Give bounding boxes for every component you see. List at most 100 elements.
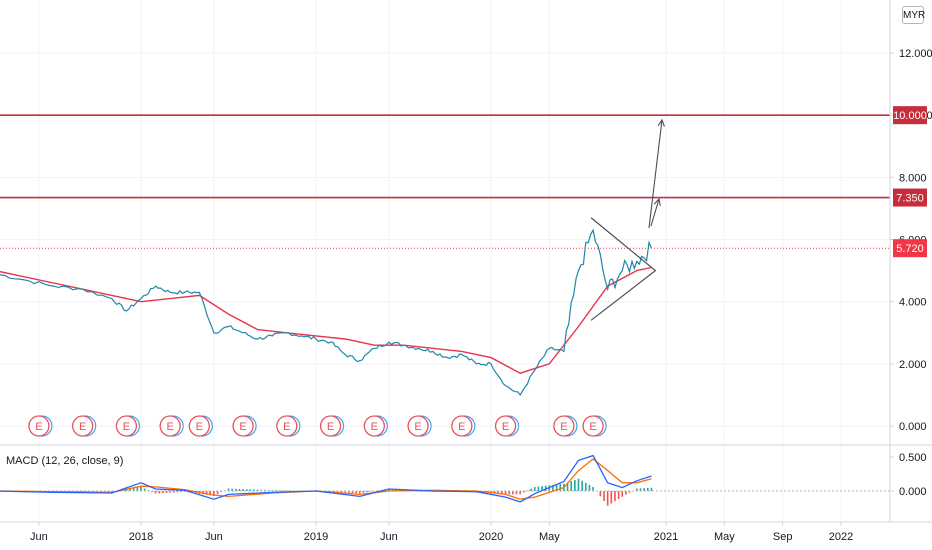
macd-histogram-bar <box>606 491 609 506</box>
last-price-badge-bg[interactable] <box>893 239 927 258</box>
macd-histogram-bar <box>388 488 390 491</box>
macd-histogram-bar <box>173 491 175 493</box>
macd-histogram-bar <box>264 489 266 491</box>
earnings-circle <box>115 415 138 437</box>
macd-histogram-bar <box>504 491 507 495</box>
earnings-label: E <box>79 421 86 433</box>
macd-histogram-bar <box>574 479 576 491</box>
macd-histogram-bar <box>344 491 346 493</box>
macd-histogram-bar <box>256 489 259 491</box>
macd-histogram-bar <box>362 491 365 493</box>
macd-histogram-bar <box>162 491 164 494</box>
earnings-marker[interactable]: E <box>276 415 301 437</box>
macd-histogram-bar <box>143 488 146 491</box>
macd-histogram-bar <box>129 488 131 491</box>
macd-histogram-bar <box>249 489 252 491</box>
macd-histogram-bar <box>151 491 153 492</box>
x-tick-label: 2020 <box>479 531 503 543</box>
hline-price-badge-bg[interactable] <box>893 106 927 125</box>
x-tick-label: May <box>714 531 735 543</box>
macd-line[interactable] <box>0 454 652 503</box>
macd-histogram-bar <box>238 488 241 491</box>
earnings-marker[interactable]: E <box>582 415 607 437</box>
macd-histogram-bar <box>599 491 602 497</box>
macd-y-tick-label: 0.500 <box>899 452 927 464</box>
earnings-circle <box>451 415 473 437</box>
hline-price-badge: 7.350 <box>896 193 924 205</box>
earnings-marker[interactable]: E <box>553 415 578 437</box>
price-line[interactable] <box>0 228 652 396</box>
axes <box>0 0 932 526</box>
earnings-label: E <box>239 421 246 433</box>
earnings-label: E <box>123 421 130 433</box>
triangle-pattern[interactable] <box>590 217 657 321</box>
earnings-circle <box>232 415 254 437</box>
macd-histogram-bar <box>136 487 139 491</box>
macd-histogram-bar <box>358 491 361 494</box>
x-axis-labels: Jun 2018 Jun 2019 Jun 2020 May 2021 May Sep 2022 <box>30 531 853 543</box>
earnings-label: E <box>560 421 567 433</box>
macd-histogram-bar <box>329 491 332 492</box>
macd-histogram-bar <box>519 491 521 495</box>
moving-average-layer <box>0 266 652 374</box>
earnings-marker[interactable]: E <box>115 415 141 437</box>
macd-histogram-bar <box>337 491 339 493</box>
macd-histogram-bar <box>391 488 394 491</box>
earnings-marker[interactable]: E <box>407 415 432 437</box>
macd-histogram-bar <box>552 484 554 491</box>
macd-histogram-bar <box>209 491 212 496</box>
x-tick-label: 2021 <box>654 531 678 543</box>
earnings-marker[interactable]: E <box>363 415 388 437</box>
earnings-marker[interactable]: E <box>28 415 53 437</box>
earnings-marker[interactable]: E <box>72 415 97 437</box>
macd-histogram-bar <box>614 491 616 502</box>
earnings-marker[interactable]: E <box>494 415 520 437</box>
earnings-label: E <box>35 421 42 433</box>
macd-histogram-bar <box>369 491 372 492</box>
macd-histogram-bar <box>275 490 277 491</box>
macd-histogram-bar <box>501 491 503 494</box>
earnings-marker[interactable]: E <box>232 415 257 437</box>
moving-average-line[interactable] <box>0 266 652 374</box>
macd-histogram-bar <box>260 489 263 491</box>
macd-histogram-bar <box>650 487 653 491</box>
macd-histogram-bar <box>555 484 558 491</box>
macd-histogram-bar <box>169 491 171 493</box>
x-tick-label: Jun <box>205 531 223 543</box>
earnings-marker[interactable]: E <box>188 415 213 437</box>
macd-histogram-bar <box>544 485 547 491</box>
macd-histogram-bar <box>541 486 543 491</box>
macd-histogram-bar <box>165 491 168 493</box>
earnings-marker[interactable]: E <box>159 415 184 437</box>
earnings-circle <box>363 415 385 437</box>
macd-histogram-bar <box>537 486 540 491</box>
macd-histogram-bar <box>158 491 161 494</box>
target-arrow-10[interactable] <box>648 119 663 229</box>
currency-badge[interactable]: MYR <box>902 6 925 24</box>
macd-histogram-bar <box>643 488 645 491</box>
x-tick-label: 2018 <box>129 531 153 543</box>
hline-price-badge-bg[interactable] <box>893 188 927 207</box>
macd-histogram-bar <box>286 490 288 492</box>
macd-histogram-bar <box>351 491 354 494</box>
earnings-marker[interactable]: E <box>451 415 476 437</box>
macd-histogram-bar <box>617 491 620 499</box>
macd-histogram-bar <box>490 491 492 494</box>
earnings-circle <box>159 415 181 437</box>
macd-histogram-bar <box>577 478 580 491</box>
target-arrow-10-head <box>657 118 665 127</box>
earnings-circle <box>553 415 575 437</box>
y-tick-label: 12.000 <box>899 48 932 60</box>
macd-histogram-bar <box>625 491 627 495</box>
macd-histogram-bar <box>132 488 135 491</box>
earnings-marker[interactable]: E <box>319 415 345 437</box>
target-arrow-7350[interactable] <box>650 198 660 227</box>
macd-histogram-bar <box>366 491 368 493</box>
macd-histogram-bar <box>85 491 88 492</box>
macd-histogram-bar <box>176 491 179 493</box>
macd-histogram-bar <box>111 491 113 492</box>
macd-histogram-bar <box>533 486 536 491</box>
earnings-circle <box>276 415 298 437</box>
